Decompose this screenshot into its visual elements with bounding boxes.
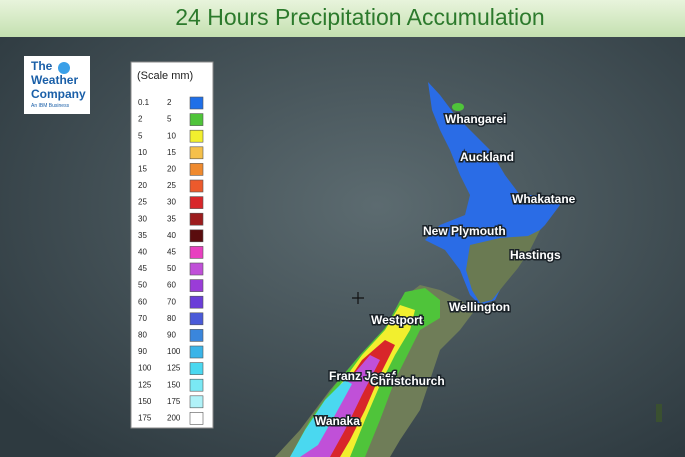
- logo-text: The: [31, 59, 53, 73]
- legend-from: 50: [138, 281, 147, 290]
- legend-swatch: [189, 129, 204, 143]
- legend-swatch: [189, 113, 204, 126]
- legend-to: 40: [167, 231, 176, 240]
- legend-from: 10: [138, 148, 147, 157]
- legend-to: 10: [167, 131, 176, 140]
- city-label: Auckland: [460, 150, 514, 164]
- legend-swatch: [189, 96, 204, 110]
- legend-to: 20: [167, 165, 176, 174]
- legend-from: 60: [138, 297, 147, 306]
- crosshair: [352, 292, 364, 304]
- legend-from: 0.1: [138, 98, 150, 107]
- city-label: Whakatane: [512, 192, 576, 206]
- rain-patch: [452, 103, 464, 111]
- legend-swatch: [189, 329, 204, 342]
- legend-from: 175: [138, 414, 152, 423]
- legend-swatch: [189, 312, 204, 326]
- legend-from: 30: [138, 214, 147, 223]
- legend-from: 15: [138, 165, 147, 174]
- legend-to: 200: [167, 414, 181, 423]
- legend-swatch: [189, 412, 204, 425]
- city-label: Wellington: [449, 300, 510, 314]
- north-island: [425, 82, 560, 305]
- legend-from: 90: [138, 347, 147, 356]
- legend-swatch: [189, 345, 204, 359]
- legend-from: 20: [138, 181, 147, 190]
- legend-swatch: [189, 395, 204, 409]
- legend-swatch: [189, 262, 204, 276]
- legend-to: 100: [167, 347, 181, 356]
- legend-swatch: [189, 163, 204, 176]
- legend-from: 45: [138, 264, 147, 273]
- legend-swatch: [189, 179, 204, 193]
- city-label: Christchurch: [370, 374, 445, 388]
- legend-from: 2: [138, 115, 143, 124]
- city-label: Westport: [371, 313, 423, 327]
- title-bar: [0, 0, 685, 37]
- legend-swatch: [189, 212, 204, 226]
- legend-to: 2: [167, 98, 172, 107]
- legend-from: 5: [138, 131, 143, 140]
- legend-to: 35: [167, 214, 176, 223]
- legend-swatch: [189, 295, 204, 309]
- legend-to: 25: [167, 181, 176, 190]
- legend-to: 80: [167, 314, 176, 323]
- legend-title: (Scale mm): [137, 70, 193, 82]
- legend-swatch: [189, 246, 204, 259]
- legend-from: 80: [138, 331, 147, 340]
- islet: [656, 404, 662, 422]
- legend-to: 175: [167, 397, 181, 406]
- legend-to: 60: [167, 281, 176, 290]
- legend-from: 125: [138, 380, 152, 389]
- legend-to: 150: [167, 380, 181, 389]
- legend-swatch: [189, 279, 204, 292]
- legend-from: 40: [138, 248, 147, 257]
- legend-to: 70: [167, 297, 176, 306]
- legend-to: 45: [167, 248, 176, 257]
- dry-land: [466, 230, 540, 303]
- logo-text: Company: [31, 87, 86, 101]
- legend-swatch: [189, 146, 204, 160]
- city-label: Franz Josef: [329, 369, 397, 383]
- city-label: Wanaka: [315, 414, 360, 428]
- legend-from: 25: [138, 198, 147, 207]
- legend-swatch: [189, 229, 204, 243]
- legend-to: 50: [167, 264, 176, 273]
- logo-tagline: An IBM Business: [31, 103, 70, 109]
- legend-from: 100: [138, 364, 152, 373]
- legend-from: 70: [138, 314, 147, 323]
- legend-to: 15: [167, 148, 176, 157]
- city-label: Whangarei: [445, 112, 506, 126]
- legend-to: 90: [167, 331, 176, 340]
- legend-to: 30: [167, 198, 176, 207]
- logo-box: [24, 56, 90, 114]
- logo-text: Weather: [31, 73, 78, 87]
- city-label: Hastings: [510, 248, 561, 262]
- legend-from: 150: [138, 397, 152, 406]
- logo-icon: [58, 62, 70, 74]
- city-label: New Plymouth: [423, 224, 506, 238]
- legend-swatch: [189, 362, 204, 375]
- title: 24 Hours Precipitation Accumulation: [175, 4, 544, 30]
- legend-from: 35: [138, 231, 147, 240]
- legend-to: 5: [167, 115, 172, 124]
- rain-cyan: [290, 380, 352, 457]
- legend-swatch: [189, 196, 204, 209]
- legend-swatch: [189, 378, 204, 392]
- legend-to: 125: [167, 364, 181, 373]
